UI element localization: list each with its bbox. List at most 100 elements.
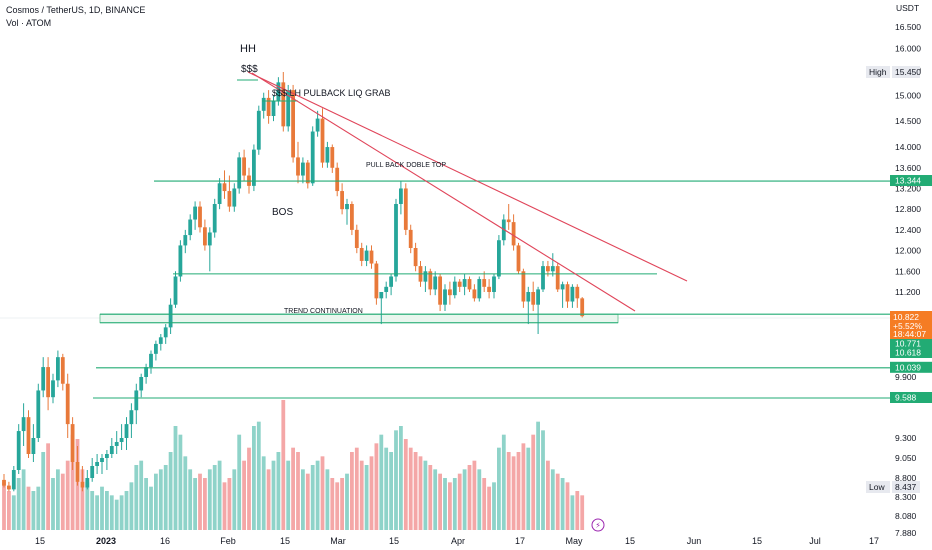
trendline-lower — [251, 72, 636, 312]
volume-bar — [7, 491, 11, 530]
candle — [384, 281, 389, 299]
candle — [335, 162, 340, 197]
candle — [325, 141, 330, 168]
candle — [516, 242, 521, 274]
candle — [203, 219, 207, 251]
volume-bar — [448, 482, 452, 530]
time-tick-label: 15 — [280, 536, 290, 546]
volume-bar — [222, 482, 227, 530]
candle — [222, 170, 227, 199]
high-label: High — [869, 67, 887, 77]
volume-bar — [506, 452, 511, 530]
chart-legend: Cosmos / TetherUS, 1D, BINANCE Vol · ATO… — [6, 4, 145, 30]
candle — [193, 201, 197, 230]
candle — [296, 141, 300, 184]
candle — [565, 281, 570, 308]
time-tick-label: 15 — [389, 536, 399, 546]
candle — [413, 242, 418, 272]
volume-bar — [379, 434, 384, 530]
time-tick-label: 15 — [35, 536, 45, 546]
candle — [536, 286, 540, 334]
volume-label[interactable]: Vol · ATOM — [6, 18, 52, 28]
volume-bar — [36, 486, 41, 530]
volume-bar — [443, 478, 447, 530]
time-axis[interactable]: 15 2023 16 Feb 15 Mar 15 Apr 17 May 15 Jun 15 Jul 17 — [35, 536, 879, 546]
volume-bar — [497, 447, 501, 530]
candle — [438, 273, 442, 312]
candle — [41, 357, 46, 398]
candle — [315, 110, 320, 137]
volume-bar — [364, 465, 369, 530]
candle — [56, 350, 60, 388]
volume-bar — [570, 495, 575, 530]
time-tick-label: Jul — [809, 536, 821, 546]
candle — [100, 454, 104, 474]
volume-bar — [315, 460, 320, 530]
volume-bar — [56, 469, 60, 530]
price-tick-label: 9.900 — [895, 372, 917, 382]
volume-bar — [389, 452, 393, 530]
volume-bar — [438, 473, 442, 530]
price-tick-label: 9.300 — [895, 433, 917, 443]
candle — [26, 410, 31, 458]
volume-bar — [384, 447, 389, 530]
annotation-pullback: PULL BACK DOBLE TOP — [366, 162, 446, 169]
price-tick-label: 16.000 — [895, 43, 921, 53]
time-tick-label: 15 — [752, 536, 762, 546]
volume-bar — [271, 460, 276, 530]
price-badge: 10.618 — [890, 347, 932, 358]
trendline-layer — [247, 71, 688, 312]
volume-bar — [41, 452, 46, 530]
volume-bar — [46, 443, 50, 530]
volume-bar — [560, 478, 565, 530]
candle — [237, 152, 242, 194]
volume-bar — [16, 478, 21, 530]
candle — [369, 245, 374, 269]
candle — [95, 454, 99, 474]
volume-bar — [408, 447, 413, 530]
volume-bar — [394, 430, 398, 530]
candle — [511, 214, 516, 251]
volume-bar — [26, 486, 31, 530]
annotation-dollars: $$$ — [241, 64, 258, 75]
zone-layer — [99, 313, 619, 324]
volume-bar — [345, 473, 349, 530]
volume-bar — [501, 434, 506, 530]
volume-bar — [31, 491, 36, 530]
price-tick-label: 8.800 — [895, 473, 917, 483]
volume-bar — [541, 430, 545, 530]
volume-bar — [129, 482, 134, 530]
candle — [163, 324, 168, 344]
candle — [492, 273, 496, 299]
volume-bar — [335, 482, 340, 530]
price-badge: 13.344 — [890, 175, 932, 187]
volume-bar — [492, 482, 496, 530]
candle — [85, 470, 90, 490]
symbol-title[interactable]: Cosmos / TetherUS, 1D, BINANCE — [6, 5, 146, 15]
candle — [350, 201, 354, 236]
volume-bar — [144, 478, 148, 530]
replay-icon[interactable]: ⚡ — [591, 518, 605, 532]
volume-bar — [369, 456, 374, 530]
candle — [75, 446, 80, 486]
candle — [198, 201, 202, 233]
candle — [531, 281, 536, 312]
candle — [2, 474, 6, 488]
volume-bar — [487, 486, 491, 530]
candle — [560, 281, 565, 308]
price-tick-label: 11.200 — [895, 287, 921, 297]
candle — [286, 84, 291, 132]
candle — [70, 417, 75, 470]
volume-bar — [555, 473, 560, 530]
volume-bar — [423, 460, 428, 530]
volume-bar — [247, 447, 251, 530]
candle — [521, 268, 526, 308]
volume-bar — [467, 465, 472, 530]
candle — [477, 276, 482, 302]
volume-bar — [109, 495, 114, 530]
price-axis[interactable]: 16.50016.00015.50015.00014.50014.00013.6… — [895, 22, 921, 538]
candle — [364, 245, 369, 267]
candle — [394, 198, 398, 282]
